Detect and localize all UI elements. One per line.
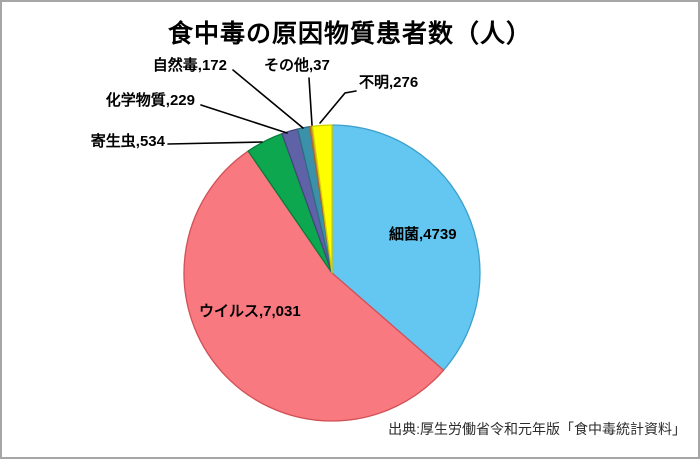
slice-label-unknown: 不明,276	[359, 74, 419, 91]
chart-title: 食中毒の原因物質患者数（人）	[167, 20, 532, 48]
slice-label-bacteria: 細菌,4739	[389, 226, 457, 243]
slice-label-natural-toxins: 自然毒,172	[152, 57, 227, 74]
pie-slices-group	[183, 124, 481, 422]
slice-label-parasites: 寄生虫,534	[90, 133, 165, 150]
leader-line-parasites	[167, 141, 263, 145]
leader-line-chemicals	[200, 104, 288, 134]
leader-lines-group	[167, 69, 357, 145]
leader-line-natural-toxins	[232, 69, 304, 129]
slice-label-chemicals: 化学物質,229	[105, 92, 195, 109]
leader-line-others	[308, 77, 313, 126]
pie-slice-unknown	[311, 124, 333, 274]
slice-label-virus: ウイルス,7,031	[199, 303, 301, 320]
source-note: 出典:厚生労働省令和元年版「食中毒統計資料」	[388, 421, 686, 437]
pie-slice-bacteria	[331, 124, 481, 371]
leader-line-unknown	[319, 90, 357, 124]
pie-slice-virus	[183, 150, 445, 422]
slice-label-others: その他,37	[264, 57, 330, 74]
